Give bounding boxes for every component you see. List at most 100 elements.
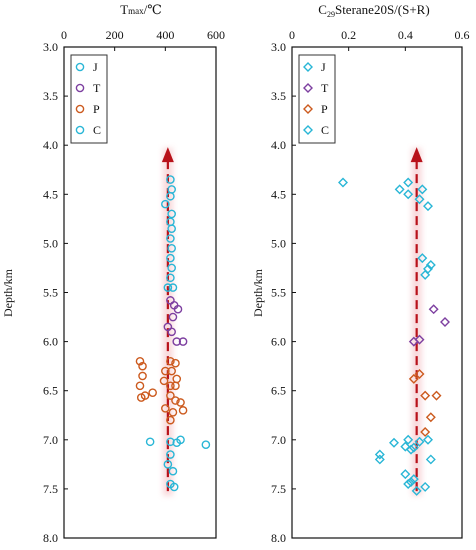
data-point-T <box>428 304 439 315</box>
data-point-P <box>172 374 182 384</box>
data-point-P <box>414 369 425 379</box>
data-point-P <box>171 358 180 368</box>
data-point-C <box>169 482 179 492</box>
data-point-P <box>166 391 175 400</box>
y-tick-label: 6.5 <box>43 384 58 398</box>
data-point-J <box>417 184 428 195</box>
x-tick-label: 200 <box>106 28 124 42</box>
y-tick-label: 7.0 <box>271 433 286 447</box>
y-tick-label: 5.5 <box>271 286 286 300</box>
legend-label-P: P <box>93 102 100 116</box>
trend-arrow <box>410 147 423 163</box>
data-point-P <box>166 381 175 391</box>
data-point-C <box>408 442 419 453</box>
legend-label-C: C <box>93 123 101 137</box>
legend-marker-T <box>75 83 85 93</box>
data-point-C <box>400 469 411 480</box>
data-point-J <box>166 175 175 184</box>
data-point-C <box>403 434 414 445</box>
data-point-T <box>440 316 450 327</box>
data-point-C <box>403 479 414 489</box>
data-point-P <box>148 388 157 397</box>
data-point-J <box>167 244 176 253</box>
data-point-C <box>414 436 425 447</box>
y-tick-label: 5.0 <box>43 236 58 250</box>
data-point-P <box>168 408 178 417</box>
data-point-T <box>167 327 176 337</box>
data-point-J <box>168 283 178 292</box>
data-point-J <box>417 253 428 264</box>
data-point-J <box>420 269 431 280</box>
y-tick-label: 6.5 <box>271 384 286 398</box>
data-point-C <box>406 444 416 455</box>
data-point-P <box>178 406 188 415</box>
data-point-T <box>172 337 182 346</box>
data-point-J <box>403 189 414 200</box>
y-tick-label: 4.5 <box>43 187 58 201</box>
data-point-P <box>171 396 180 405</box>
data-point-C <box>389 437 399 448</box>
data-point-J <box>414 194 425 205</box>
legend-marker-J <box>75 62 85 72</box>
data-point-P <box>167 366 176 376</box>
data-point-J <box>338 177 348 188</box>
data-point-C <box>423 434 433 445</box>
data-point-T <box>168 312 178 322</box>
data-point-P <box>138 371 147 381</box>
data-point-P <box>166 356 175 366</box>
y-tick-label: 8.0 <box>43 531 58 545</box>
data-point-P <box>159 376 169 386</box>
data-point-P <box>171 381 180 391</box>
legend-label-J: J <box>321 60 326 74</box>
legend-marker-J <box>303 62 313 72</box>
data-point-P <box>136 393 146 402</box>
legend-marker-C <box>75 125 85 135</box>
x-tick-label: 600 <box>207 28 225 42</box>
y-tick-label: 5.5 <box>43 286 58 300</box>
y-tick-label: 4.5 <box>271 187 286 201</box>
data-point-C <box>400 441 411 452</box>
data-point-C <box>163 460 173 469</box>
data-point-J <box>167 263 176 273</box>
data-point-P <box>138 361 147 371</box>
x-tick-label: 0 <box>289 28 295 42</box>
y-tick-label: 3.0 <box>43 40 58 54</box>
legend-label-T: T <box>321 81 329 95</box>
data-point-P <box>135 356 145 366</box>
legend-marker-P <box>75 104 85 114</box>
data-point-P <box>166 415 175 425</box>
data-point-T <box>408 336 419 347</box>
data-point-P <box>161 366 170 376</box>
data-point-J <box>161 199 170 209</box>
x-tick-label: 0.6 <box>455 28 470 42</box>
data-point-C <box>201 440 211 450</box>
data-point-J <box>167 209 176 219</box>
y-tick-label: 7.5 <box>43 482 58 496</box>
data-point-J <box>166 273 175 283</box>
data-point-T <box>173 304 183 314</box>
legend-label-T: T <box>93 81 101 95</box>
data-point-P <box>425 412 436 423</box>
data-point-C <box>166 450 175 459</box>
data-point-J <box>167 224 176 233</box>
sterane-chart-ylabel: Depth/km <box>251 268 265 317</box>
legend-marker-C <box>303 125 313 135</box>
legend-label-J: J <box>93 60 98 74</box>
data-point-P <box>176 398 185 407</box>
data-point-C <box>145 437 155 447</box>
x-tick-label: 400 <box>156 28 174 42</box>
data-point-C <box>374 449 385 460</box>
x-tick-label: 0.2 <box>341 28 356 42</box>
y-tick-label: 3.5 <box>43 89 58 103</box>
y-tick-label: 8.0 <box>271 531 286 545</box>
data-point-C <box>166 437 175 447</box>
x-tick-label: 0 <box>61 28 67 42</box>
data-point-J <box>166 191 175 201</box>
y-tick-label: 6.0 <box>271 335 286 349</box>
y-tick-label: 4.0 <box>43 138 58 152</box>
legend-marker-P <box>303 104 313 114</box>
